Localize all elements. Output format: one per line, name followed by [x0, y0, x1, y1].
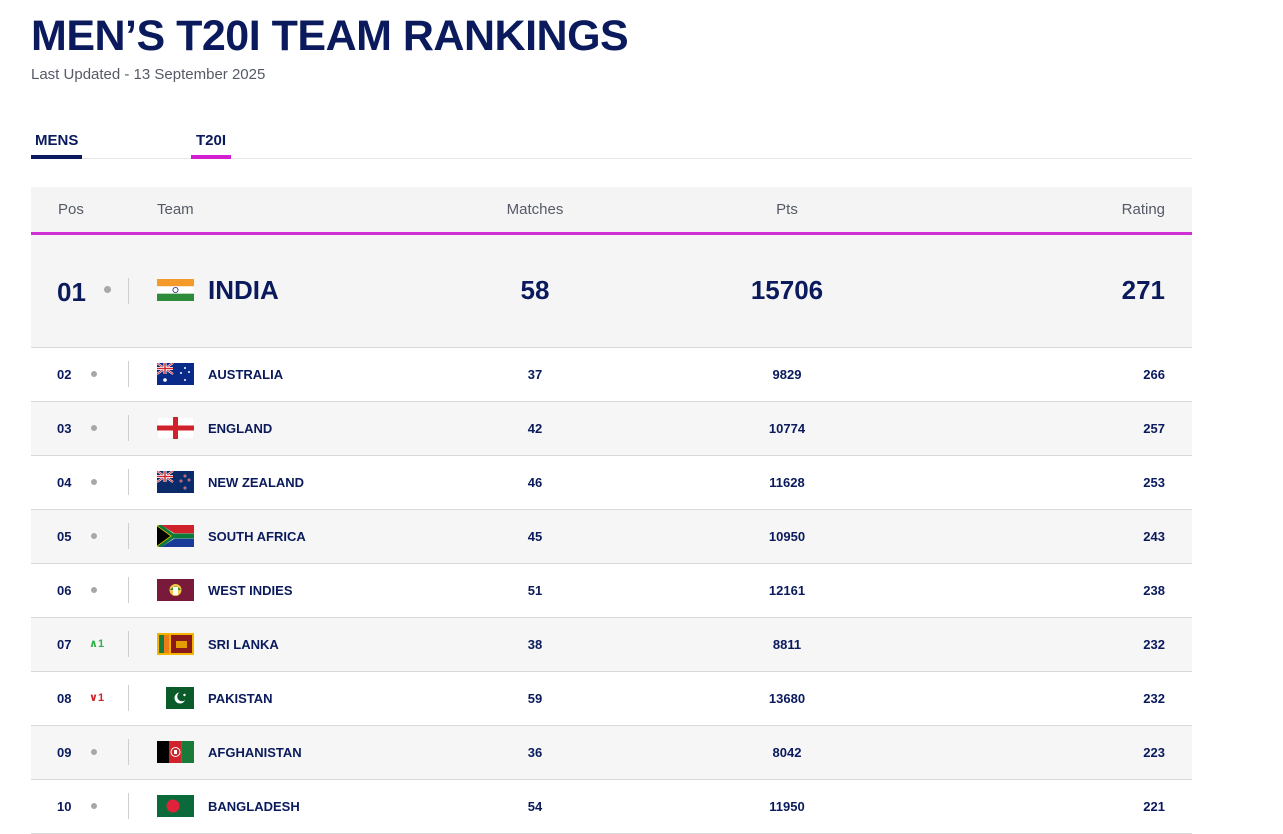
table-row[interactable]: 03 ENGLAND 42 10774 257 [31, 402, 1192, 456]
rating-cell: 266 [1143, 367, 1165, 382]
table-row[interactable]: 02 AUSTRALIA 37 9829 266 [31, 348, 1192, 402]
rating-cell: 221 [1143, 799, 1165, 814]
no-change-dot-icon [89, 475, 97, 488]
divider [128, 739, 129, 765]
table-row[interactable]: 01 INDIA 58 15706 271 [31, 235, 1192, 348]
position-number: 06 [57, 583, 72, 598]
rating-cell: 238 [1143, 583, 1165, 598]
no-change-dot-icon [89, 799, 97, 812]
header-pos: Pos [58, 201, 84, 218]
position-number: 05 [57, 529, 72, 544]
arrow-up-icon: ∧ [89, 638, 98, 650]
tab-t20i[interactable]: T20I [191, 132, 232, 159]
position-number: 04 [57, 475, 72, 490]
position-number: 03 [57, 421, 72, 436]
divider [128, 685, 129, 711]
table-row[interactable]: 10 BANGLADESH 54 11950 221 [31, 780, 1192, 834]
team-name[interactable]: AUSTRALIA [208, 367, 284, 382]
divider [128, 523, 129, 549]
position-number: 02 [57, 367, 72, 382]
rank-up-indicator: ∧1 [89, 638, 105, 650]
arrow-down-icon: ∨ [89, 692, 98, 704]
table-row[interactable]: 05 SOUTH AFRICA 45 10950 243 [31, 510, 1192, 564]
divider [128, 469, 129, 495]
table-body: 01 INDIA 58 15706 271 02 AUSTRALIA 37 9829 266 03 E… [31, 235, 1192, 834]
table-row[interactable]: 07 ∧1 SRI LANKA 38 8811 232 [31, 618, 1192, 672]
rating-cell: 243 [1143, 529, 1165, 544]
table-row[interactable]: 08 ∨1 PAKISTAN 59 13680 232 [31, 672, 1192, 726]
no-change-dot-icon [102, 280, 111, 296]
position-number: 08 [57, 691, 72, 706]
no-change-dot-icon [89, 367, 97, 380]
tab-mens[interactable]: MENS [31, 132, 83, 159]
no-change-dot-icon [89, 529, 97, 542]
table-header: Pos Team Matches Pts Rating [31, 187, 1192, 235]
rating-cell: 232 [1143, 691, 1165, 706]
header-team: Team [157, 201, 194, 218]
filter-tabs: MENS T20I [31, 124, 1192, 159]
position-number: 10 [57, 799, 72, 814]
south-africa-flag-icon [157, 525, 194, 547]
england-flag-icon [157, 417, 194, 439]
team-name[interactable]: AFGHANISTAN [208, 745, 302, 760]
no-change-dot-icon [89, 745, 97, 758]
position-number: 09 [57, 745, 72, 760]
rating-cell: 257 [1143, 421, 1165, 436]
divider [128, 577, 129, 603]
rating-cell: 271 [1121, 275, 1165, 305]
new-zealand-flag-icon [157, 471, 194, 493]
position-number: 07 [57, 637, 72, 652]
bangladesh-flag-icon [157, 795, 194, 817]
team-name[interactable]: BANGLADESH [208, 799, 300, 814]
no-change-dot-icon [89, 583, 97, 596]
no-change-dot-icon [89, 421, 97, 434]
sri-lanka-flag-icon [157, 633, 194, 655]
team-name[interactable]: ENGLAND [208, 421, 273, 436]
header-matches-label: Matches [506, 201, 564, 218]
divider [128, 415, 129, 441]
india-flag-icon [157, 279, 194, 301]
page-title: MEN’S T20I TEAM RANKINGS [31, 12, 629, 60]
australia-flag-icon [157, 363, 194, 385]
divider [128, 278, 129, 304]
rating-cell: 253 [1143, 475, 1165, 490]
team-name[interactable]: WEST INDIES [208, 583, 293, 598]
team-name[interactable]: NEW ZEALAND [208, 475, 305, 490]
afghanistan-flag-icon [157, 741, 194, 763]
west-indies-flag-icon [157, 579, 194, 601]
table-row[interactable]: 04 NEW ZEALAND 46 11628 253 [31, 456, 1192, 510]
header-pts-label: Pts [776, 201, 798, 218]
team-name[interactable]: SOUTH AFRICA [208, 529, 306, 544]
position-number: 01 [57, 277, 86, 307]
rank-down-indicator: ∨1 [89, 692, 105, 704]
rankings-table: Pos Team Matches Pts Rating 01 INDIA 58 157… [31, 187, 1192, 834]
divider [128, 631, 129, 657]
header-rating: Rating [1121, 201, 1165, 218]
rating-cell: 223 [1143, 745, 1165, 760]
divider [128, 793, 129, 819]
team-name[interactable]: INDIA [208, 275, 279, 305]
team-name[interactable]: PAKISTAN [208, 691, 273, 706]
team-name[interactable]: SRI LANKA [208, 637, 279, 652]
divider [128, 361, 129, 387]
table-row[interactable]: 06 WEST INDIES 51 12161 238 [31, 564, 1192, 618]
pakistan-flag-icon [157, 687, 194, 709]
rating-cell: 232 [1143, 637, 1165, 652]
last-updated-text: Last Updated - 13 September 2025 [31, 66, 266, 83]
table-row[interactable]: 09 AFGHANISTAN 36 8042 223 [31, 726, 1192, 780]
